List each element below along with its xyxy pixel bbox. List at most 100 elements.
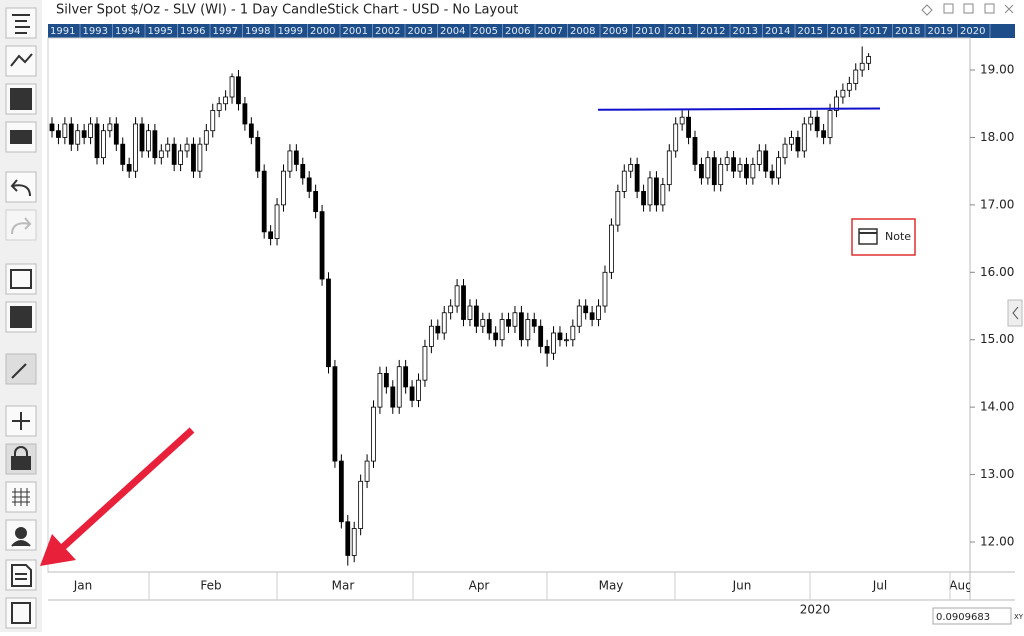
- candle-body: [493, 332, 499, 341]
- xy-label[interactable]: XY: [1014, 613, 1024, 621]
- candle-body: [139, 123, 145, 152]
- candle-body: [326, 278, 331, 368]
- year-tick-label: 1998: [245, 26, 270, 37]
- year-tick-label: 2019: [928, 26, 953, 37]
- note-button[interactable]: Note: [851, 218, 916, 256]
- value-box-text: 0.0909683: [936, 612, 990, 623]
- value-box[interactable]: [932, 607, 1012, 625]
- candle-body: [673, 123, 679, 152]
- year-tick-label: 1997: [213, 26, 238, 37]
- candle-body: [705, 157, 711, 179]
- candle-body: [300, 164, 306, 179]
- candle-body: [287, 150, 293, 172]
- candle-body: [602, 271, 608, 307]
- window-buttons[interactable]: [921, 3, 1014, 16]
- candle-body: [866, 56, 872, 64]
- candle-body: [814, 116, 820, 132]
- candle-body: [724, 157, 730, 165]
- candle-body: [261, 170, 267, 233]
- candle-body: [641, 190, 646, 206]
- year-tick-label: 2000: [310, 26, 335, 37]
- year-tick-label: 1995: [148, 26, 173, 37]
- candle-body: [364, 460, 370, 482]
- year-tick-label: 2011: [668, 26, 693, 37]
- candle-body: [94, 123, 100, 159]
- candle-body: [120, 143, 126, 165]
- candle-body: [692, 137, 698, 165]
- candle-body: [647, 177, 653, 206]
- candle-body: [306, 177, 312, 192]
- year-strip[interactable]: [48, 24, 1015, 38]
- candle-body: [396, 366, 402, 408]
- candle-body: [564, 339, 569, 342]
- candle-body: [795, 137, 801, 152]
- y-tick-label: 18.00: [980, 130, 1014, 144]
- candle-body: [223, 96, 229, 105]
- candle-body: [499, 319, 505, 341]
- candle-body: [840, 89, 846, 98]
- candle-body: [731, 157, 736, 172]
- year-tick-label: 1994: [115, 26, 140, 37]
- year-tick-label: 2008: [570, 26, 595, 37]
- candle-body: [776, 157, 781, 179]
- candle-body: [518, 312, 524, 341]
- candle-body: [126, 164, 132, 172]
- candle-body: [293, 150, 299, 165]
- red-arrow: [40, 427, 195, 566]
- year-tick-label: 2012: [700, 26, 725, 37]
- candle-body: [467, 305, 473, 320]
- candle-body: [679, 116, 685, 125]
- x-tick-label: Apr: [469, 579, 490, 593]
- candle-body: [789, 137, 794, 145]
- candle-body: [506, 319, 511, 327]
- candle-body: [49, 123, 55, 132]
- y-tick-label: 16.00: [980, 265, 1014, 279]
- candle-body: [216, 103, 222, 111]
- candle-body: [171, 143, 177, 165]
- x-tick-label: Jun: [732, 579, 752, 593]
- year-tick-label: 2007: [538, 26, 563, 37]
- candle-body: [801, 123, 807, 152]
- toolbar-icons[interactable]: [5, 7, 37, 629]
- candle-body: [744, 164, 749, 179]
- candle-body: [737, 164, 743, 172]
- year-tick-label: 1993: [83, 26, 108, 37]
- candle-body: [107, 123, 113, 132]
- candle-body: [435, 325, 441, 334]
- year-tick-label: 1991: [50, 26, 75, 37]
- year-tick-label: 2018: [895, 26, 920, 37]
- candle-body: [416, 379, 421, 401]
- candle-body: [621, 170, 627, 192]
- candle-body: [551, 332, 556, 354]
- candle-body: [390, 386, 396, 408]
- year-tick-label: 2009: [603, 26, 628, 37]
- candle-body: [88, 123, 93, 138]
- candle-body: [583, 305, 589, 314]
- candle-body: [654, 177, 659, 206]
- candle-body: [512, 312, 518, 327]
- year-label: 2020: [800, 603, 831, 617]
- candle-body: [473, 305, 479, 327]
- candle-body: [570, 325, 576, 341]
- candle-body: [409, 386, 415, 401]
- candle-body: [68, 123, 74, 145]
- candle-body: [782, 143, 788, 159]
- candle-body: [859, 62, 865, 71]
- scroll-handle[interactable]: [1007, 299, 1023, 327]
- note-label[interactable]: Note: [885, 230, 911, 243]
- candle-body: [428, 325, 434, 347]
- candle-body: [531, 319, 537, 327]
- x-tick-label: Mar: [332, 579, 355, 593]
- candle-body: [808, 116, 814, 125]
- candle-body: [699, 164, 704, 179]
- year-tick-label: 2006: [505, 26, 530, 37]
- candle-body: [248, 123, 254, 138]
- year-tick-label: 2013: [733, 26, 758, 37]
- y-tick-label: 17.00: [980, 197, 1014, 211]
- candle-body: [358, 480, 364, 529]
- candle-body: [756, 150, 762, 165]
- year-tick-label: 1999: [278, 26, 303, 37]
- candle-body: [834, 96, 839, 111]
- year-tick-label: 2014: [765, 26, 790, 37]
- candle-body: [821, 130, 826, 138]
